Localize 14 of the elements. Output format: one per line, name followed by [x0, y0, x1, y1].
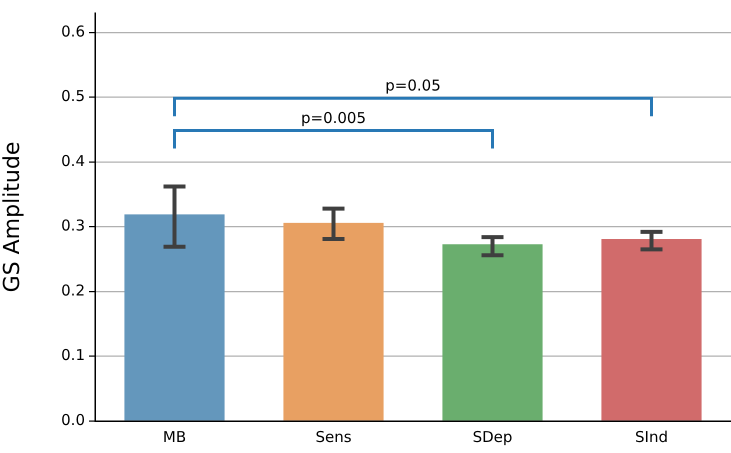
y-tick-label: 0.6: [61, 22, 85, 40]
y-tick-label: 0.4: [61, 152, 85, 170]
y-tick-label: 0.5: [61, 87, 85, 106]
y-tick-label: 0.0: [61, 410, 85, 429]
y-tick-label: 0.3: [61, 216, 85, 235]
x-tick-label: MB: [162, 428, 186, 446]
y-tick-label: 0.1: [61, 346, 85, 364]
x-tick-label: Sens: [315, 428, 352, 446]
x-tick-label: SDep: [472, 428, 512, 446]
annotation: p=0.005: [300, 108, 366, 127]
x-tick-label: SInd: [635, 428, 668, 446]
y-axis-title: GS Amplitude: [0, 142, 25, 292]
annotation: p=0.05: [385, 76, 441, 95]
y-tick-label: 0.2: [61, 281, 85, 300]
